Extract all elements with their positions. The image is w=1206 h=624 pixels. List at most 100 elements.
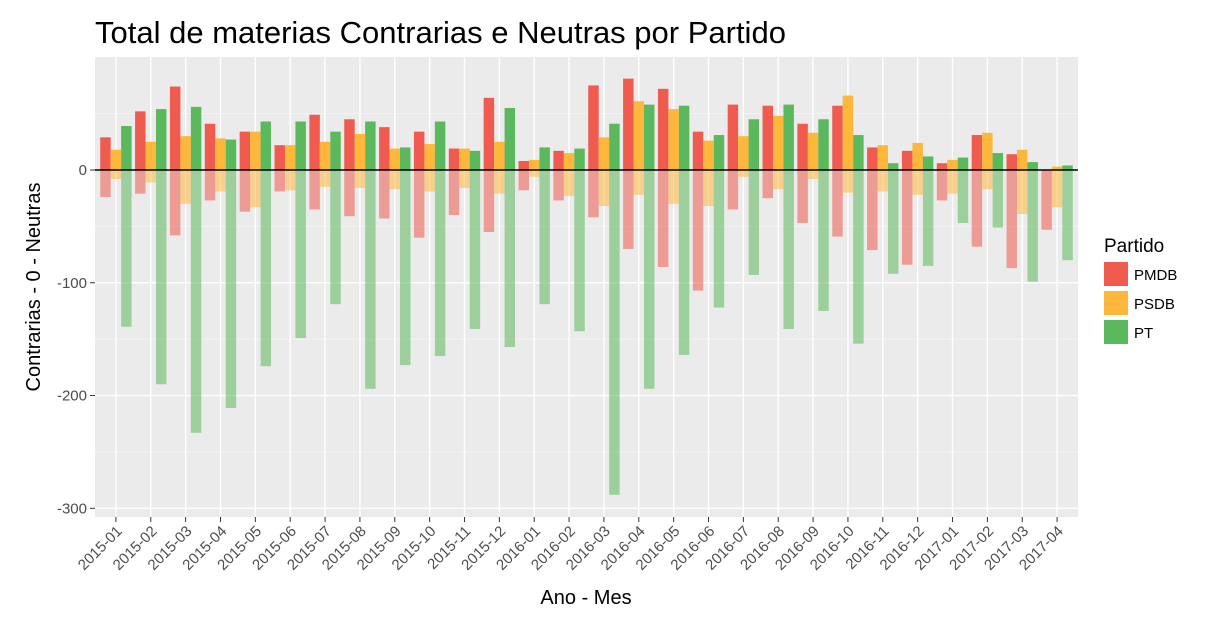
- bar-pt-contrarias: [469, 170, 481, 330]
- bar-psdb-contrarias: [284, 170, 296, 191]
- plot-panel: [95, 57, 1078, 517]
- bar-pt-neutras: [1027, 162, 1038, 170]
- y-tick-label: -200: [57, 388, 87, 405]
- bar-pmdb-neutras: [100, 137, 111, 170]
- bar-pmdb-neutras: [832, 105, 843, 170]
- bar-psdb-neutras: [598, 137, 610, 170]
- legend-title: Partido: [1104, 236, 1164, 257]
- bar-pt-contrarias: [818, 170, 829, 311]
- bar-pmdb-contrarias: [692, 170, 704, 291]
- bar-psdb-neutras: [703, 140, 714, 170]
- bar-psdb-neutras: [319, 141, 331, 170]
- bar-pt-neutras: [678, 105, 690, 170]
- bar-pmdb-neutras: [274, 145, 285, 170]
- bar-psdb-contrarias: [668, 170, 679, 204]
- bar-pt-contrarias: [888, 170, 899, 274]
- bar-pt-contrarias: [121, 170, 132, 327]
- bar-psdb-neutras: [1051, 166, 1063, 170]
- bar-pt-neutras: [992, 153, 1004, 170]
- bar-psdb-contrarias: [389, 170, 401, 190]
- bar-psdb-neutras: [982, 132, 993, 170]
- bar-pt-contrarias: [1062, 170, 1073, 261]
- bar-psdb-contrarias: [354, 170, 366, 189]
- bar-pmdb-contrarias: [413, 170, 425, 238]
- bar-psdb-neutras: [738, 136, 749, 170]
- bar-pt-contrarias: [1027, 170, 1038, 282]
- bar-psdb-contrarias: [947, 170, 958, 194]
- bar-pmdb-contrarias: [518, 170, 529, 191]
- bar-psdb-contrarias: [110, 170, 122, 180]
- bar-pmdb-contrarias: [274, 170, 285, 192]
- bar-pmdb-neutras: [379, 127, 390, 170]
- bar-psdb-contrarias: [528, 170, 540, 177]
- bar-pt-neutras: [400, 147, 411, 170]
- bars: [100, 78, 1073, 495]
- bar-pmdb-neutras: [971, 135, 983, 170]
- bar-psdb-neutras: [1016, 149, 1028, 170]
- bar-psdb-contrarias: [494, 170, 505, 194]
- bar-pt-neutras: [539, 147, 550, 170]
- legend-label-psdb: PSDB: [1134, 296, 1175, 313]
- bar-pt-neutras: [469, 150, 481, 170]
- bar-pt-contrarias: [783, 170, 794, 330]
- bar-pmdb-contrarias: [309, 170, 320, 210]
- bar-pmdb-neutras: [867, 147, 878, 170]
- bar-pt-neutras: [748, 119, 760, 170]
- minor-gridlines: [95, 113, 1078, 453]
- bar-pmdb-neutras: [553, 150, 564, 170]
- bar-psdb-neutras: [668, 109, 679, 170]
- bar-pmdb-contrarias: [867, 170, 878, 251]
- bar-pmdb-neutras: [727, 104, 739, 170]
- bar-pt-neutras: [574, 148, 585, 170]
- legend: Partido PMDB PSDB PT: [1104, 236, 1177, 344]
- bar-pt-neutras: [260, 121, 272, 170]
- bar-pmdb-contrarias: [588, 170, 599, 218]
- bar-pmdb-contrarias: [727, 170, 739, 210]
- bar-pmdb-neutras: [309, 114, 320, 170]
- bar-pmdb-contrarias: [100, 170, 111, 198]
- bar-pmdb-neutras: [623, 78, 634, 170]
- bar-pmdb-neutras: [169, 86, 181, 170]
- bar-pt-contrarias: [295, 170, 306, 339]
- bar-psdb-neutras: [842, 95, 854, 170]
- bar-pt-neutras: [190, 106, 202, 170]
- bar-pmdb-contrarias: [797, 170, 808, 224]
- bar-psdb-neutras: [250, 131, 261, 170]
- bar-pmdb-contrarias: [1006, 170, 1017, 269]
- bar-pmdb-contrarias: [135, 170, 146, 194]
- bar-pt-contrarias: [922, 170, 934, 266]
- legend-label-pmdb: PMDB: [1134, 267, 1177, 284]
- major-gridlines: [95, 57, 1078, 517]
- bar-pmdb-neutras: [588, 85, 599, 170]
- bar-psdb-contrarias: [703, 170, 714, 207]
- chart-title: Total de materias Contrarias e Neutras p…: [95, 15, 786, 50]
- bar-psdb-contrarias: [982, 170, 993, 190]
- bar-pmdb-contrarias: [901, 170, 913, 265]
- y-axis-title: Contrarias - 0 - Neutras: [23, 183, 45, 392]
- y-tick-label: -300: [57, 500, 87, 517]
- bar-pt-contrarias: [400, 170, 411, 366]
- bar-pt-neutras: [818, 119, 829, 170]
- bar-pt-neutras: [957, 157, 969, 170]
- bar-psdb-neutras: [459, 148, 470, 170]
- bar-psdb-neutras: [354, 133, 366, 170]
- bar-pmdb-contrarias: [657, 170, 669, 267]
- bar-psdb-contrarias: [1016, 170, 1028, 214]
- bar-pmdb-neutras: [239, 131, 251, 170]
- bar-pt-contrarias: [713, 170, 725, 308]
- bar-psdb-contrarias: [215, 170, 226, 192]
- bar-psdb-contrarias: [563, 170, 575, 196]
- bar-pt-contrarias: [748, 170, 760, 275]
- bar-psdb-neutras: [877, 145, 889, 170]
- bar-pt-contrarias: [260, 170, 272, 367]
- x-axis: 2015-012015-022015-032015-042015-052015-…: [75, 517, 1067, 574]
- bar-psdb-contrarias: [807, 170, 819, 180]
- legend-swatch-psdb: [1104, 291, 1128, 315]
- bar-pt-contrarias: [504, 170, 516, 348]
- bar-pmdb-neutras: [901, 150, 913, 170]
- bar-pt-contrarias: [609, 170, 620, 495]
- bar-pmdb-contrarias: [971, 170, 983, 247]
- bar-pt-neutras: [1062, 165, 1073, 170]
- bar-pt-contrarias: [190, 170, 202, 433]
- bar-pmdb-neutras: [936, 163, 948, 170]
